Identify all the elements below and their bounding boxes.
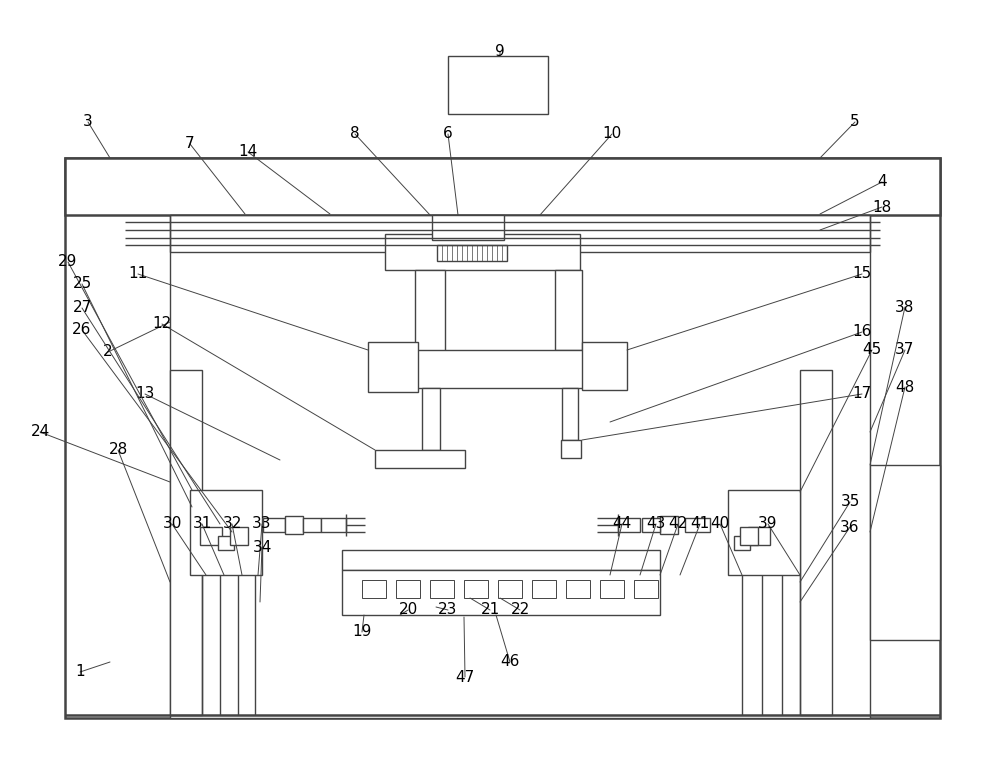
Text: 36: 36 bbox=[840, 519, 860, 535]
Text: 13: 13 bbox=[135, 386, 155, 401]
Text: 24: 24 bbox=[30, 425, 50, 439]
Text: 8: 8 bbox=[350, 127, 360, 142]
Text: 4: 4 bbox=[877, 174, 887, 189]
Text: 31: 31 bbox=[192, 516, 212, 532]
Bar bbox=[362, 580, 386, 598]
Bar bbox=[385, 234, 580, 270]
Bar bbox=[396, 580, 420, 598]
Text: 27: 27 bbox=[72, 300, 92, 315]
Text: 45: 45 bbox=[862, 343, 882, 357]
Text: 7: 7 bbox=[185, 137, 195, 152]
Bar bbox=[800, 370, 832, 715]
Bar bbox=[385, 350, 620, 388]
Bar bbox=[498, 580, 522, 598]
Text: 20: 20 bbox=[398, 602, 418, 618]
Bar bbox=[437, 245, 507, 261]
Text: 2: 2 bbox=[103, 345, 113, 360]
Text: 42: 42 bbox=[668, 516, 688, 532]
Text: 47: 47 bbox=[455, 669, 475, 684]
Bar bbox=[170, 215, 870, 252]
Bar bbox=[170, 370, 202, 715]
Text: 43: 43 bbox=[646, 516, 666, 532]
Bar bbox=[660, 516, 678, 534]
Bar bbox=[532, 580, 556, 598]
Text: 12: 12 bbox=[152, 317, 172, 332]
Bar bbox=[870, 465, 940, 640]
Text: 6: 6 bbox=[443, 127, 453, 142]
Bar bbox=[582, 342, 627, 390]
Bar bbox=[562, 388, 578, 440]
Text: 23: 23 bbox=[438, 602, 458, 618]
Text: 1: 1 bbox=[75, 665, 85, 680]
Bar bbox=[555, 270, 582, 350]
Text: 17: 17 bbox=[852, 386, 872, 401]
Text: 19: 19 bbox=[352, 625, 372, 640]
Bar bbox=[448, 56, 548, 114]
Bar bbox=[734, 536, 750, 550]
Bar bbox=[566, 580, 590, 598]
Bar bbox=[190, 490, 262, 575]
Bar bbox=[170, 215, 870, 718]
Text: 29: 29 bbox=[58, 254, 78, 270]
Bar bbox=[65, 158, 940, 718]
Bar bbox=[375, 450, 465, 468]
Text: 35: 35 bbox=[840, 494, 860, 510]
Bar bbox=[728, 490, 800, 575]
Text: 25: 25 bbox=[72, 277, 92, 292]
Bar bbox=[263, 518, 285, 532]
Bar bbox=[200, 527, 222, 545]
Text: 11: 11 bbox=[128, 267, 148, 282]
Text: 40: 40 bbox=[710, 516, 730, 532]
Text: 21: 21 bbox=[480, 602, 500, 618]
Bar bbox=[634, 580, 658, 598]
Bar bbox=[740, 527, 758, 545]
Text: 15: 15 bbox=[852, 267, 872, 282]
Text: 16: 16 bbox=[852, 325, 872, 339]
Bar bbox=[430, 580, 454, 598]
Text: 34: 34 bbox=[252, 540, 272, 554]
Text: 9: 9 bbox=[495, 45, 505, 59]
Text: 48: 48 bbox=[895, 379, 915, 394]
Text: 41: 41 bbox=[690, 516, 710, 532]
Text: 18: 18 bbox=[872, 199, 892, 214]
Bar bbox=[415, 270, 445, 360]
Bar bbox=[600, 580, 624, 598]
Bar bbox=[368, 342, 418, 392]
Bar bbox=[321, 518, 346, 532]
Text: 38: 38 bbox=[895, 300, 915, 314]
Text: 14: 14 bbox=[238, 145, 258, 160]
Bar bbox=[303, 518, 321, 532]
Bar bbox=[642, 518, 660, 532]
Text: 28: 28 bbox=[108, 443, 128, 457]
Text: 32: 32 bbox=[222, 516, 242, 532]
Bar bbox=[218, 536, 234, 550]
Text: 22: 22 bbox=[510, 602, 530, 618]
Text: 5: 5 bbox=[850, 114, 860, 130]
Bar bbox=[342, 570, 660, 615]
Text: 3: 3 bbox=[83, 114, 93, 130]
Text: 46: 46 bbox=[500, 655, 520, 669]
Bar bbox=[285, 516, 303, 534]
Text: 37: 37 bbox=[895, 343, 915, 357]
Text: 39: 39 bbox=[758, 516, 778, 532]
Bar bbox=[422, 388, 440, 450]
Bar bbox=[464, 580, 488, 598]
Text: 33: 33 bbox=[252, 516, 272, 532]
Bar bbox=[748, 527, 770, 545]
Bar bbox=[65, 158, 940, 215]
Bar bbox=[685, 518, 710, 532]
Bar bbox=[230, 527, 248, 545]
Text: 30: 30 bbox=[162, 516, 182, 532]
Bar bbox=[561, 440, 581, 458]
Text: 44: 44 bbox=[612, 516, 632, 532]
Bar bbox=[618, 518, 640, 532]
Text: 26: 26 bbox=[72, 322, 92, 338]
Text: 10: 10 bbox=[602, 127, 622, 142]
Bar bbox=[342, 550, 660, 570]
Bar bbox=[432, 215, 504, 240]
